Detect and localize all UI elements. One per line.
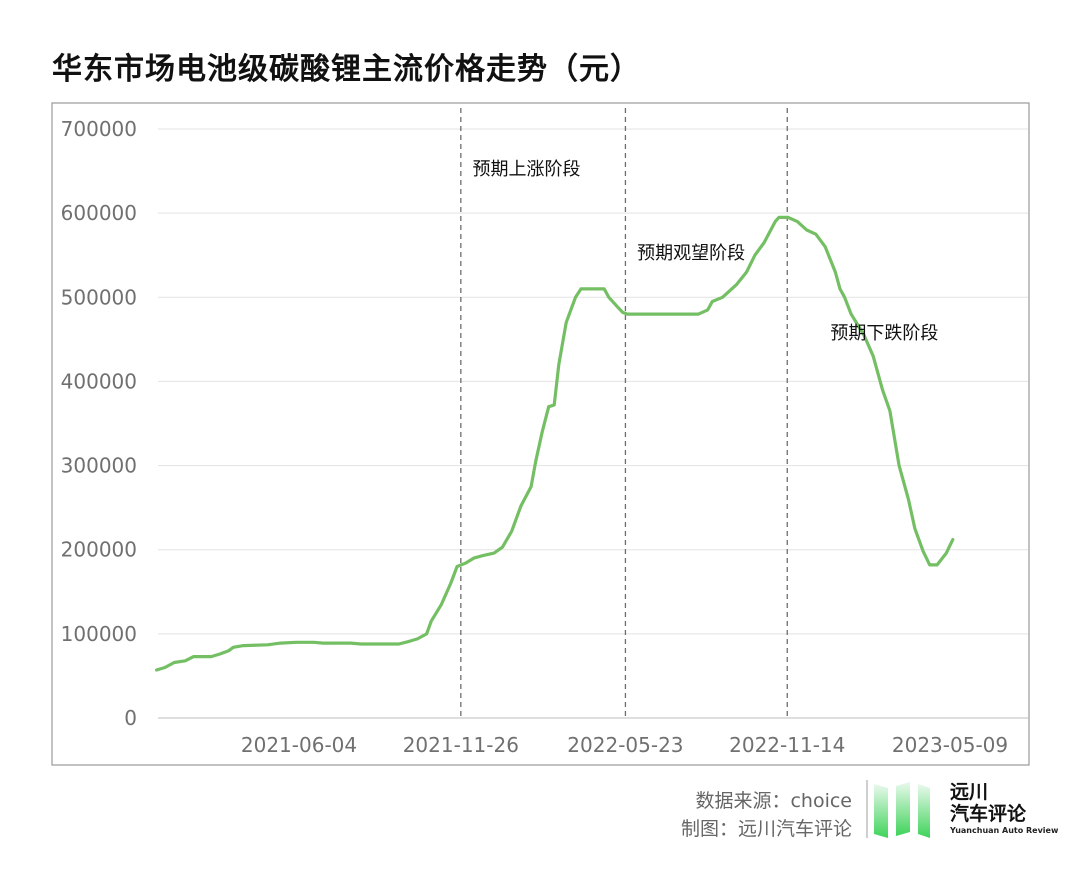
x-tick-label: 2023-05-09 [892,733,1008,757]
brand-name-line2: 汽车评论 [950,803,1027,825]
phase-annotation-label: 预期上涨阶段 [473,159,581,180]
y-tick-label: 200000 [61,538,137,562]
phase-divider-lines [460,108,788,718]
y-tick-label: 500000 [61,285,137,309]
chart-frame [51,102,1030,766]
brand-name-line1: 远川 [950,781,989,803]
chart-maker-label: 制图：远川汽车评论 [680,818,852,840]
y-tick-label: 400000 [61,369,137,393]
phase-annotation-label: 预期下跌阶段 [830,323,938,344]
x-tick-label: 2021-06-04 [241,733,357,757]
x-axis-tick-labels: 2021-06-04 2021-11-26 2022-05-23 2022-11-14… [241,733,1008,757]
phase-annotation-label: 预期观望阶段 [637,243,745,264]
y-axis-tick-labels: 0 100000 200000 300000 400000 500000 600000 700… [61,117,137,730]
brand-english-name: Yuanchuan Auto Review [950,826,1059,835]
price-series-line [155,215,955,672]
y-tick-label: 300000 [61,454,137,478]
grid-lines [158,128,1028,719]
page-title: 华东市场电池级碳酸锂主流价格走势（元） [52,52,641,87]
x-tick-label: 2022-05-23 [567,733,683,757]
brand-logo: 远川 汽车评论 Yuanchuan Auto Review [866,780,1058,840]
data-source-label: 数据来源：choice [695,790,852,812]
y-tick-label: 100000 [61,622,137,646]
y-tick-label: 700000 [61,117,137,141]
x-tick-label: 2021-11-26 [403,733,519,757]
y-tick-label: 600000 [61,201,137,225]
x-tick-label: 2022-11-14 [729,733,845,757]
y-tick-label: 0 [124,706,137,730]
brand-bars-icon [866,780,930,838]
